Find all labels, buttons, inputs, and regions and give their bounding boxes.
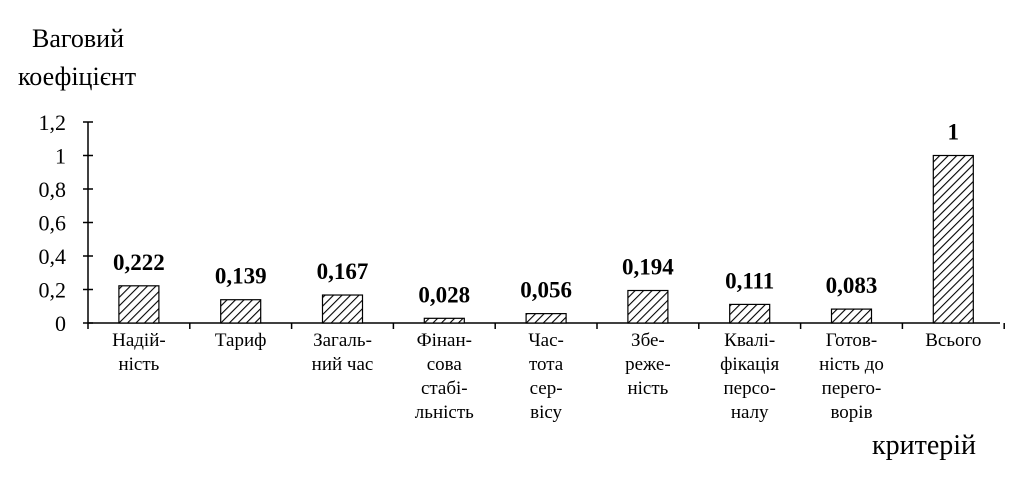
y-axis-label-line-1: Ваговий: [32, 24, 125, 53]
category-label: Загаль-ний час: [312, 330, 374, 375]
y-axis-label: Ваговий коефіцієнт: [18, 20, 178, 96]
x-axis-label: критерій: [872, 430, 977, 461]
chart-labels: 0,222 Надій-ність 0,139 Тариф 0,167 Загаль-ни…: [112, 120, 981, 424]
category-label: Всього: [925, 330, 981, 351]
value-label: 0,139: [215, 264, 267, 289]
value-label: 0,111: [725, 268, 774, 293]
y-tick-label: 0,8: [39, 177, 67, 202]
y-tick-label: 0: [55, 311, 66, 336]
category-label: Збе-реже-ність: [625, 330, 671, 399]
y-tick-label: 0,6: [39, 211, 67, 236]
y-tick-label: 0,2: [39, 278, 67, 303]
category-label: Готов-ність до перего-ворів: [819, 330, 884, 423]
value-label: 0,167: [317, 259, 369, 284]
bar: [932, 154, 974, 324]
value-label: 0,056: [520, 278, 572, 303]
category-label: Тариф: [215, 330, 267, 351]
bar: [220, 299, 262, 324]
category-label: Квалі-фікація персо-налу: [720, 330, 779, 423]
value-label: 0,028: [418, 282, 470, 307]
y-axis-label-line-2: коефіцієнт: [18, 62, 137, 91]
value-label: 0,222: [113, 250, 165, 275]
value-label: 0,083: [826, 273, 878, 298]
bar: [423, 317, 465, 324]
chart-bars: [118, 154, 974, 324]
bar: [118, 285, 160, 324]
bar: [525, 313, 567, 324]
bar: [627, 289, 669, 324]
y-tick-label: 1,2: [39, 110, 67, 135]
chart-axes: 0 0,2 0,4 0,6 0,8 1 1,2: [39, 110, 1005, 336]
value-label: 1: [948, 120, 960, 145]
category-label: Час-тота сер-вісу: [528, 330, 564, 423]
value-label: 0,194: [622, 255, 674, 280]
bar: [830, 308, 873, 324]
y-tick-label: 0,4: [39, 244, 67, 269]
y-tick-label: 1: [55, 144, 66, 169]
bar: [321, 294, 364, 324]
category-label: Фінан-сова стабі-льність: [415, 330, 474, 423]
category-label: Надій-ність: [112, 330, 166, 375]
bar: [729, 303, 771, 324]
